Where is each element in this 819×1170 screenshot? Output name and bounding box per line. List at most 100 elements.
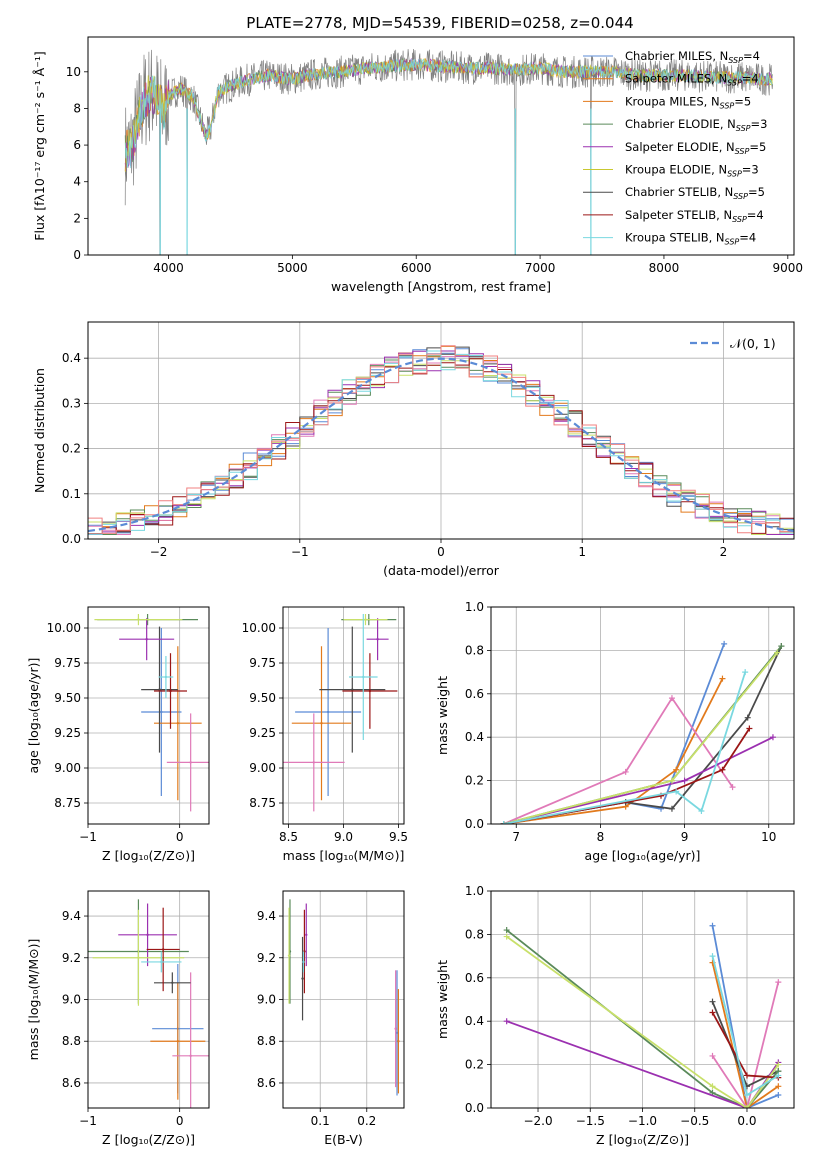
y-tick-label: 9.0 <box>257 993 276 1007</box>
series-line <box>711 981 780 1108</box>
legend-tail: =5 <box>734 94 751 108</box>
data-point <box>312 761 315 764</box>
y-tick-label: 8.6 <box>62 1076 81 1090</box>
normal-curve <box>88 357 794 533</box>
x-tick-label: −0.5 <box>680 1114 709 1128</box>
spectrum-line <box>124 48 774 255</box>
y-tick-label: 9.00 <box>249 761 276 775</box>
y-tick-label: 9.2 <box>62 951 81 965</box>
legend-tail: =4 <box>747 208 764 222</box>
x-tick-label: −1 <box>79 1114 97 1128</box>
data-point <box>145 638 148 641</box>
data-point <box>362 675 365 679</box>
weight-vs-metallicity-plot-area <box>503 922 782 1108</box>
y-tick-label: 9.25 <box>249 726 276 740</box>
age-vs-mass-panel: 8.5 9.0 9.5 8.75 9.00 9.25 9.50 9.75 10.00 mass [… <box>242 606 408 863</box>
x-tick-label: 0 <box>176 1114 184 1128</box>
x-tick-label: 8 <box>597 830 605 844</box>
y-tick-label: 0 <box>73 248 81 262</box>
histogram-series <box>88 350 794 535</box>
x-tick-label: −1.5 <box>576 1114 605 1128</box>
data-marker <box>769 734 776 741</box>
data-point <box>161 948 165 951</box>
data-marker <box>668 777 675 784</box>
legend-label: Kroupa MILES, NSSP=5 <box>625 94 751 110</box>
mass-vs-metallicity-plot-area <box>88 899 209 1108</box>
data-point <box>394 1027 397 1030</box>
data-point <box>137 956 140 959</box>
weight-vs-age-panel: 7 8 9 10 0.0 0.2 0.4 0.6 0.8 1.0 age [log₁₀(age/yr… <box>435 600 795 863</box>
data-point <box>326 710 330 714</box>
data-marker <box>778 643 785 650</box>
data-marker <box>743 1091 750 1098</box>
y-tick-label: 9.2 <box>257 951 276 965</box>
data-marker <box>709 1083 716 1090</box>
weight-vs-age-plot-area <box>500 640 785 824</box>
x-tick-label: 10 <box>761 830 776 844</box>
data-point <box>351 688 354 691</box>
x-tick-label: 1 <box>578 545 586 559</box>
data-marker <box>503 927 510 934</box>
y-tick-label: 8.75 <box>54 796 81 810</box>
y-tick-label: 9.75 <box>54 656 81 670</box>
legend-label: Kroupa STELIB, NSSP=4 <box>625 231 756 247</box>
x-tick-label: 4000 <box>153 261 184 275</box>
y-tick-label: 9.4 <box>257 909 276 923</box>
data-point <box>302 960 305 964</box>
data-marker <box>709 1009 716 1016</box>
data-point <box>146 933 149 937</box>
data-marker <box>500 821 507 824</box>
y-tick-label: 8 <box>73 101 81 115</box>
data-marker <box>719 766 726 773</box>
data-marker <box>775 1061 782 1068</box>
y-tick-label: 0.0 <box>465 817 484 831</box>
legend-main: Chabrier ELODIE, N <box>625 117 736 131</box>
legend-tail: =3 <box>742 163 759 177</box>
data-point <box>395 1031 399 1035</box>
x-axis-label: Z [log₁₀(Z/Z⊙)] <box>596 1132 689 1147</box>
y-tick-label: 0.0 <box>465 1101 484 1115</box>
data-marker <box>709 1052 716 1059</box>
y-tick-label: 10.00 <box>242 621 276 635</box>
legend-label: Chabrier STELIB, NSSP=5 <box>625 185 765 201</box>
data-marker <box>721 640 728 647</box>
data-marker <box>775 979 782 986</box>
y-axis-label: mass weight <box>435 676 450 755</box>
x-tick-label: 9.0 <box>334 830 353 844</box>
x-tick-label: 7 <box>512 830 520 844</box>
y-tick-label: 6 <box>73 138 81 152</box>
x-axis-label: mass [log₁₀(M/M⊙)] <box>283 848 405 863</box>
legend-tail: =4 <box>742 72 759 86</box>
axes-frame <box>87 36 795 256</box>
y-tick-label: 0.4 <box>465 730 484 744</box>
legend-main: Chabrier STELIB, N <box>625 185 733 199</box>
legend-subscript: SSP <box>733 192 748 201</box>
x-tick-label: 2 <box>720 545 728 559</box>
x-tick-label: 9.5 <box>389 830 408 844</box>
legend-main: Kroupa MILES, N <box>625 94 720 108</box>
y-axis-label: age [log₁₀(age/yr)] <box>26 658 41 774</box>
legend-label: Salpeter MILES, NSSP=4 <box>625 72 759 88</box>
x-tick-label: −2.0 <box>523 1114 552 1128</box>
y-tick-label: 9.0 <box>62 993 81 1007</box>
y-tick-label: 0.8 <box>465 643 484 657</box>
data-point <box>137 618 140 621</box>
y-tick-label: 9.00 <box>54 761 81 775</box>
series-line <box>503 671 747 824</box>
legend-subscript: SSP <box>720 101 735 110</box>
legend-label: Chabrier MILES, NSSP=4 <box>625 49 760 65</box>
data-point <box>160 960 163 964</box>
x-tick-label: −1.0 <box>628 1114 657 1128</box>
axes-frame <box>87 321 795 540</box>
legend-main: Salpeter ELODIE, N <box>625 140 735 154</box>
x-tick-label: −1 <box>79 830 97 844</box>
data-point <box>160 710 163 714</box>
y-tick-label: 10 <box>66 65 81 79</box>
x-tick-label: 0.2 <box>357 1114 376 1128</box>
legend-subscript: SSP <box>728 56 743 65</box>
y-tick-label: 0.2 <box>465 774 484 788</box>
residual-histogram-panel: −2 −1 0 1 2 0.0 0.1 0.2 0.3 0.4 (data-model)/error… <box>32 321 795 578</box>
x-tick-label: −1 <box>291 545 309 559</box>
x-tick-label: 0.1 <box>311 1114 330 1128</box>
data-marker <box>668 805 675 812</box>
